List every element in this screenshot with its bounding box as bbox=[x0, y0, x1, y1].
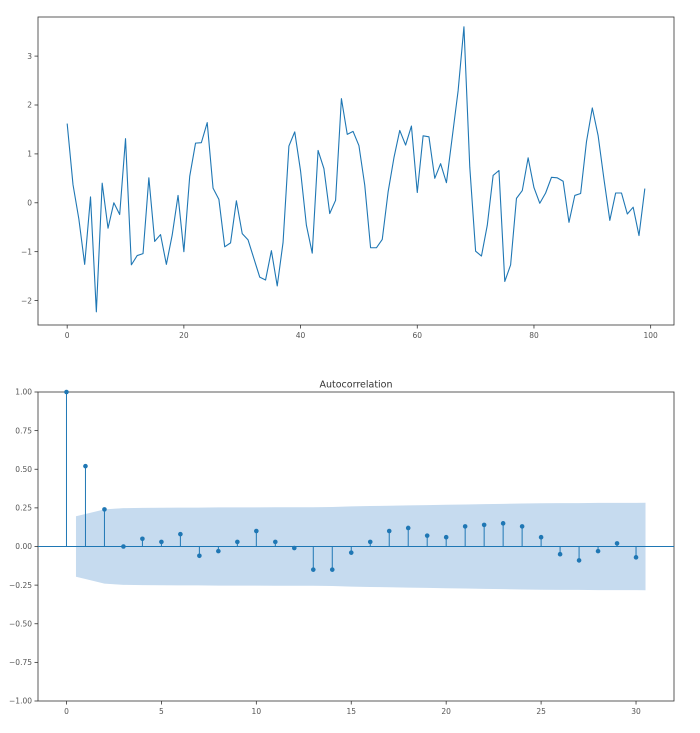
y-tick-label: −1.00 bbox=[9, 697, 32, 706]
y-tick-label: 1.00 bbox=[15, 388, 32, 397]
acf-point bbox=[273, 539, 278, 545]
x-tick-label: 100 bbox=[643, 331, 658, 340]
acf-title: Autocorrelation bbox=[319, 380, 392, 391]
acf-point bbox=[500, 521, 506, 526]
time-series-plot-area bbox=[66, 26, 646, 313]
acf-point bbox=[83, 463, 88, 469]
y-tick-label: −2 bbox=[21, 296, 32, 305]
acf-point bbox=[462, 524, 468, 529]
acf-point bbox=[443, 534, 449, 540]
acf-point bbox=[424, 533, 430, 538]
y-tick-label: 0.25 bbox=[15, 504, 32, 513]
acf-point bbox=[348, 550, 354, 555]
y-tick-label: 0.00 bbox=[15, 542, 32, 551]
y-tick-label: −1 bbox=[21, 247, 32, 256]
x-tick-label: 20 bbox=[441, 707, 451, 716]
x-tick-label: 60 bbox=[412, 331, 422, 340]
series-line bbox=[66, 26, 646, 313]
acf-point bbox=[576, 558, 582, 563]
y-tick-label: 0.50 bbox=[15, 465, 32, 474]
acf-point bbox=[633, 555, 639, 560]
acf-plot-area bbox=[38, 389, 674, 572]
time-series-x-axis: 0 20 40 60 80 100 bbox=[65, 325, 658, 340]
acf-y-axis: −1.00 −0.75 −0.50 −0.25 0.00 0.25 0.50 0.75 1.00 bbox=[9, 388, 38, 706]
acf-point bbox=[254, 528, 259, 534]
y-tick-label: −0.50 bbox=[9, 619, 32, 628]
acf-point bbox=[235, 539, 240, 545]
y-tick-label: −0.25 bbox=[9, 581, 32, 590]
acf-point bbox=[386, 528, 392, 534]
acf-point bbox=[557, 551, 563, 557]
x-tick-label: 10 bbox=[252, 707, 262, 716]
y-tick-label: 0 bbox=[27, 198, 32, 207]
acf-point bbox=[102, 507, 107, 512]
x-tick-label: 80 bbox=[529, 331, 539, 340]
x-tick-label: 0 bbox=[65, 331, 70, 340]
y-tick-label: 3 bbox=[27, 52, 32, 61]
acf-point bbox=[159, 539, 164, 545]
acf-point bbox=[405, 525, 411, 531]
acf-point bbox=[519, 524, 525, 529]
y-tick-label: 0.75 bbox=[15, 426, 32, 435]
x-tick-label: 0 bbox=[64, 707, 69, 716]
y-tick-label: 1 bbox=[27, 150, 32, 159]
acf-point bbox=[197, 553, 202, 559]
y-tick-label: −0.75 bbox=[9, 658, 32, 667]
time-series-axes-frame bbox=[37, 16, 675, 326]
acf-x-axis: 0 5 10 15 20 25 30 bbox=[64, 701, 641, 716]
y-tick-label: 2 bbox=[27, 101, 32, 110]
acf-point bbox=[481, 522, 487, 528]
acf-point bbox=[595, 548, 601, 554]
x-tick-label: 20 bbox=[179, 331, 189, 340]
acf-point bbox=[140, 536, 145, 542]
time-series-chart: −2 −1 0 1 2 3 0 20 40 60 80 100 bbox=[21, 16, 675, 340]
acf-point bbox=[329, 567, 335, 572]
acf-point bbox=[291, 545, 297, 551]
x-tick-label: 30 bbox=[631, 707, 641, 716]
acf-point bbox=[367, 539, 373, 545]
acf-point bbox=[614, 541, 620, 546]
acf-point bbox=[178, 531, 183, 537]
x-tick-label: 25 bbox=[536, 707, 546, 716]
x-tick-label: 5 bbox=[159, 707, 164, 716]
acf-point bbox=[538, 534, 544, 540]
x-tick-label: 15 bbox=[346, 707, 356, 716]
acf-point bbox=[310, 567, 316, 572]
acf-point bbox=[64, 389, 69, 395]
x-tick-label: 40 bbox=[296, 331, 306, 340]
acf-chart: Autocorrelation −1.00 −0.75 −0.50 −0.25 0.00… bbox=[9, 380, 675, 716]
time-series-y-axis: −2 −1 0 1 2 3 bbox=[21, 52, 38, 305]
acf-point bbox=[216, 548, 221, 554]
acf-point bbox=[121, 544, 126, 549]
